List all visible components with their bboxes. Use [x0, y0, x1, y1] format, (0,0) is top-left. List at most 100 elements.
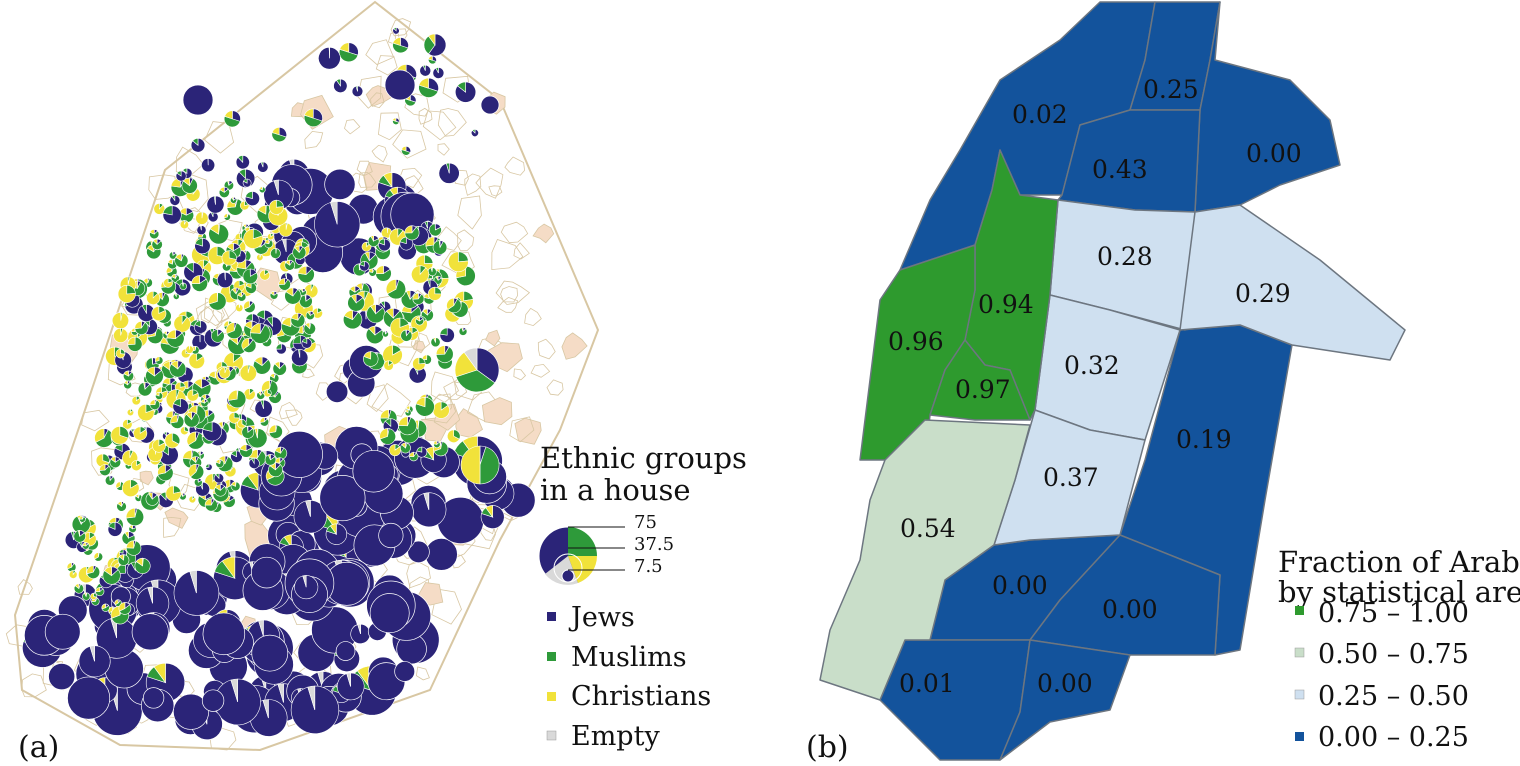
map-cell — [375, 55, 398, 76]
panel-a-label: (a) — [18, 730, 59, 765]
house-pie — [271, 126, 287, 143]
house-pie — [162, 205, 182, 225]
map-cell — [481, 397, 513, 426]
house-pie — [423, 33, 447, 57]
house-pie — [219, 367, 231, 379]
house-pie — [137, 382, 153, 397]
legend-item-jews: Jews — [547, 602, 635, 633]
house-pie — [223, 180, 235, 191]
area-value-label: 0.94 — [978, 290, 1034, 319]
house-pie — [269, 199, 284, 215]
house-pie — [242, 268, 258, 285]
house-pie — [290, 312, 306, 328]
map-cell — [509, 416, 535, 443]
class-label-0.25-0.50: 0.25 – 0.50 — [1318, 681, 1469, 712]
area-0.97 — [929, 339, 1031, 421]
house-pie — [297, 265, 315, 284]
house-pie — [174, 253, 189, 268]
house-pie — [228, 389, 247, 409]
house-pie — [303, 322, 316, 335]
map-cell — [437, 108, 467, 137]
panel-a-map — [5, 0, 600, 752]
house-pie — [185, 345, 194, 354]
house-pie — [415, 396, 435, 417]
house-pie — [312, 307, 323, 319]
house-pie — [169, 360, 187, 378]
map-cell — [162, 516, 182, 538]
house-pie — [82, 592, 91, 601]
map-cell — [488, 185, 503, 197]
house-pie — [225, 322, 243, 339]
house-pie — [188, 495, 197, 504]
house-pie — [182, 84, 214, 116]
map-cell — [475, 167, 504, 199]
house-pie — [359, 261, 370, 272]
house-pie — [284, 287, 302, 305]
empty-label: Empty — [571, 721, 660, 752]
house-pie — [409, 451, 419, 462]
house-pie — [113, 327, 129, 343]
house-pie — [365, 325, 384, 345]
house-pie — [382, 330, 389, 338]
house-pie — [205, 463, 213, 471]
house-pie — [433, 440, 441, 449]
house-pie — [125, 540, 142, 556]
house-pie — [146, 290, 161, 305]
house-pie — [455, 81, 477, 103]
map-cell — [457, 229, 475, 252]
house-pie — [256, 253, 264, 261]
map-cell — [504, 156, 526, 176]
house-pie — [404, 225, 420, 241]
house-pie — [251, 634, 289, 672]
house-pie — [427, 286, 442, 301]
house-pie — [123, 380, 132, 390]
house-pie — [398, 416, 417, 436]
house-pie — [257, 161, 269, 173]
house-pie — [211, 329, 225, 343]
house-pie — [242, 178, 252, 188]
house-pie — [425, 538, 458, 571]
house-pie — [367, 235, 380, 247]
house-pie — [394, 661, 416, 682]
house-pie — [404, 409, 412, 417]
house-pie — [399, 236, 414, 251]
house-pie — [245, 282, 257, 294]
house-pie — [314, 201, 361, 248]
house-pie — [149, 229, 160, 240]
house-pie — [378, 238, 391, 252]
house-pie — [264, 239, 274, 249]
map-cell — [390, 18, 412, 37]
map-cell — [392, 129, 427, 159]
house-pie — [460, 445, 500, 485]
scale-label-75: 75 — [634, 512, 657, 533]
map-cell — [530, 363, 551, 378]
area-value-label: 0.28 — [1097, 242, 1153, 271]
area-0.54 — [819, 419, 1031, 701]
house-pie — [200, 399, 209, 408]
house-pie — [432, 401, 450, 419]
house-pie — [135, 586, 170, 620]
house-pie — [369, 593, 410, 634]
area-value-label: 0.00 — [1102, 595, 1158, 624]
house-pie — [237, 419, 247, 429]
house-pie — [350, 623, 371, 644]
house-pie — [275, 343, 287, 355]
house-pie — [95, 453, 110, 468]
class-swatch-0.50-0.75 — [1294, 647, 1305, 658]
house-pie — [215, 459, 225, 468]
area-0.00-bottom — [999, 639, 1131, 761]
house-pie — [263, 389, 272, 398]
house-pie — [109, 456, 122, 469]
christians-label: Christians — [571, 681, 711, 712]
area-0.00-top — [1194, 1, 1341, 213]
house-pie — [228, 412, 240, 424]
house-pie — [318, 46, 341, 70]
house-pie — [73, 583, 84, 594]
house-pie — [336, 672, 365, 701]
house-pie — [121, 479, 140, 497]
house-pie — [127, 336, 143, 352]
map-cell — [437, 143, 450, 156]
house-pie — [190, 137, 206, 153]
house-pie — [125, 507, 145, 527]
